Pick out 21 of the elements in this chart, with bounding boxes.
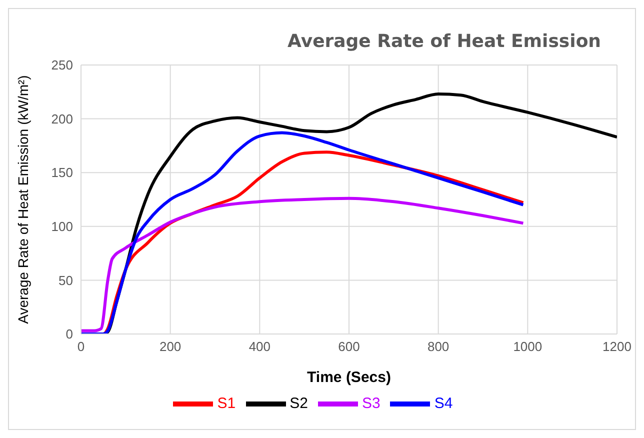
- x-tick-label: 1000: [513, 339, 542, 354]
- line-series: [81, 196, 525, 332]
- legend-label: S4: [434, 394, 453, 412]
- legend-label: S1: [217, 394, 236, 412]
- y-tick-label: 150: [51, 165, 73, 180]
- legend-label: S2: [290, 394, 308, 412]
- x-tick-label: 400: [248, 339, 271, 354]
- y-tick-label: 100: [51, 219, 73, 234]
- legend-label: S3: [362, 394, 380, 412]
- x-tick-label: 0: [77, 339, 85, 354]
- x-tick-label: 1200: [602, 339, 632, 354]
- x-tick-label: 600: [338, 339, 360, 354]
- x-tick-label: 800: [427, 339, 450, 354]
- chart-title: Average Rate of Heat Emission: [288, 31, 601, 52]
- x-axis-title: Time (Secs): [307, 369, 391, 386]
- y-tick-label: 250: [51, 58, 73, 73]
- y-tick-label: 50: [58, 272, 73, 288]
- y-tick-label: 0: [66, 326, 73, 342]
- x-tick-label: 200: [159, 339, 182, 354]
- y-axis-title: Average Rate of Heat Emission (kW/m²): [14, 75, 31, 324]
- y-tick-label: 200: [51, 111, 73, 126]
